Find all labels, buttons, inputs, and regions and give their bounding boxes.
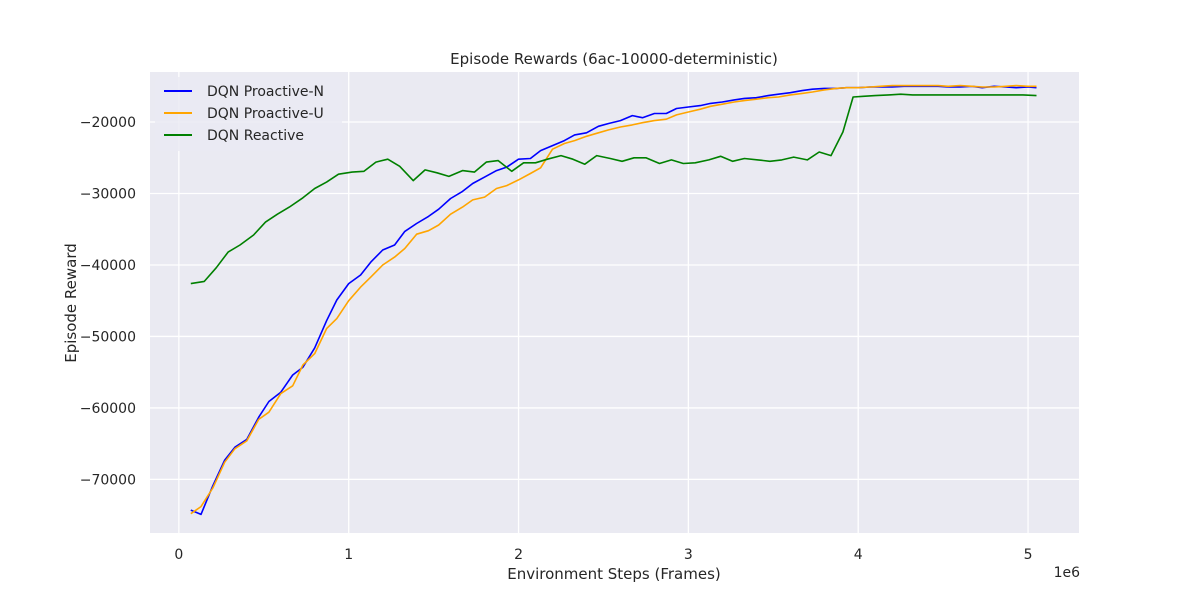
- legend-label-reactive: DQN Reactive: [207, 128, 304, 144]
- y-tick-label: −20000: [80, 115, 136, 131]
- y-tick-labels: −70000 −60000 −50000 −40000 −30000 −20000: [80, 115, 136, 488]
- legend-box: [155, 77, 342, 151]
- series-line-dqn-proactive-u: [190, 84, 1037, 515]
- x-tick-label: 2: [514, 547, 523, 563]
- legend: DQN Proactive-N DQN Proactive-U DQN Reac…: [155, 77, 342, 151]
- y-tick-label: −50000: [80, 329, 136, 345]
- legend-label-proactive-n: DQN Proactive-N: [207, 84, 324, 100]
- gridlines: [150, 72, 1079, 533]
- chart-title: Episode Rewards (6ac-10000-deterministic…: [450, 50, 778, 68]
- x-axis-offset-label: 1e6: [1054, 565, 1081, 581]
- x-tick-labels: 0 1 2 3 4 5: [174, 547, 1032, 563]
- series-line-dqn-reactive: [190, 93, 1037, 285]
- x-tick-label: 5: [1024, 547, 1033, 563]
- x-tick-label: 3: [684, 547, 693, 563]
- x-tick-label: 1: [344, 547, 353, 563]
- y-tick-label: −60000: [80, 401, 136, 417]
- y-axis-label: Episode Reward: [62, 243, 80, 363]
- x-axis-label: Environment Steps (Frames): [507, 565, 721, 583]
- y-tick-label: −40000: [80, 258, 136, 274]
- y-tick-label: −70000: [80, 472, 136, 488]
- x-tick-label: 0: [174, 547, 183, 563]
- legend-label-proactive-u: DQN Proactive-U: [207, 106, 324, 122]
- x-tick-label: 4: [854, 547, 863, 563]
- y-tick-label: −30000: [80, 187, 136, 203]
- series-lines: [190, 84, 1037, 516]
- series-line-dqn-proactive-n: [190, 85, 1037, 516]
